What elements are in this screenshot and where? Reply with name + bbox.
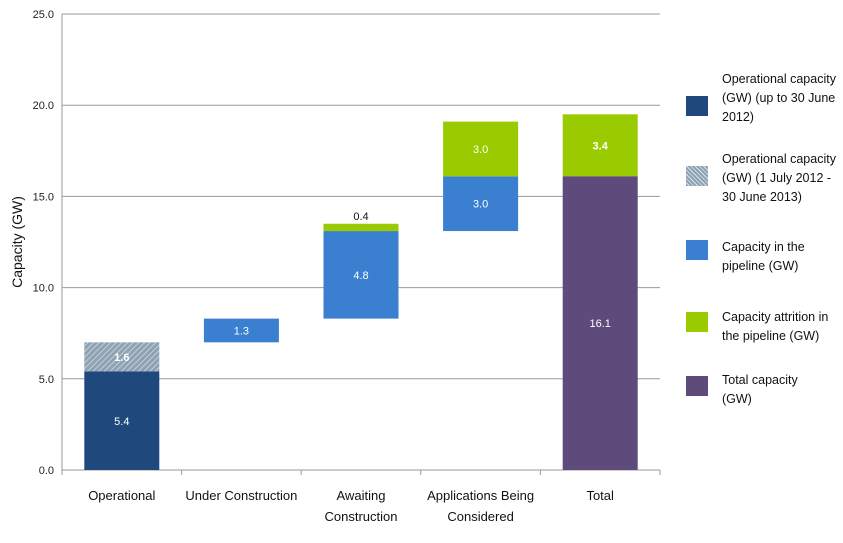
- x-category-label: Considered: [447, 509, 514, 524]
- bar-segment: [562, 114, 638, 177]
- bar-segment: [203, 318, 279, 343]
- bar-segment: [443, 121, 519, 177]
- x-category-label: Applications Being: [427, 488, 534, 503]
- legend-label-line: Operational capacity: [722, 72, 836, 86]
- x-category-label: Awaiting: [337, 488, 386, 503]
- y-tick-label: 5.0: [39, 374, 54, 386]
- legend-label-line: Total capacity: [722, 373, 798, 387]
- bars: [84, 114, 638, 470]
- y-tick-label: 0.0: [39, 465, 54, 477]
- x-category-label: Total: [586, 488, 614, 503]
- legend-swatch: [686, 240, 708, 260]
- legend-label-line: (GW) (up to 30 June: [722, 91, 836, 105]
- legend-label-line: Capacity attrition in: [722, 310, 829, 324]
- legend-label-line: Operational capacity: [722, 152, 836, 166]
- gridlines: [61, 13, 661, 475]
- legend-label-line: pipeline (GW): [722, 259, 799, 273]
- data-label: 5.4: [114, 416, 129, 428]
- data-label: 3.0: [473, 199, 488, 211]
- data-label: 3.0: [473, 144, 488, 156]
- bar-segment: [323, 223, 399, 232]
- data-label: 4.8: [353, 270, 368, 282]
- x-category-label: Under Construction: [185, 488, 297, 503]
- legend-label-line: 30 June 2013): [722, 190, 802, 204]
- legend-swatch: [686, 376, 708, 396]
- legend-label: Operational capacity (GW) (up to 30 June 2…: [722, 70, 842, 127]
- bar-segment: [323, 231, 399, 319]
- legend-swatch: [686, 312, 708, 332]
- x-category-label: Construction: [325, 509, 398, 524]
- bar-segment: [84, 342, 160, 372]
- data-label: 3.4: [593, 140, 609, 152]
- legend-label: Total capacity (GW): [722, 371, 842, 409]
- data-label: 1.3: [234, 325, 249, 337]
- y-axis-label: Capacity (GW): [9, 196, 25, 288]
- legend-label: Capacity attrition in the pipeline (GW): [722, 308, 842, 346]
- y-tick-label: 20.0: [33, 100, 54, 112]
- y-tick-labels: 0.0 5.0 10.0 15.0 20.0 25.0: [33, 9, 54, 477]
- legend-label-line: (GW) (1 July 2012 -: [722, 171, 832, 185]
- y-tick-label: 10.0: [33, 283, 54, 295]
- bar-segment: [84, 371, 160, 470]
- data-label: 16.1: [589, 318, 610, 330]
- bar-segment: [443, 176, 519, 232]
- data-label: 1.6: [114, 352, 129, 364]
- x-category-label: Operational: [88, 488, 155, 503]
- data-labels: 5.4 1.6 1.3 4.8 3.0 0.4 3.0 3.4 16.1: [114, 140, 611, 427]
- legend-swatch: [686, 96, 708, 116]
- data-label: 0.4: [353, 211, 368, 223]
- legend-swatch: [686, 166, 708, 186]
- legend-label-line: (GW): [722, 392, 752, 406]
- legend-label-line: the pipeline (GW): [722, 329, 820, 343]
- legend-label: Operational capacity (GW) (1 July 2012 - 3…: [722, 150, 842, 207]
- x-category-labels: Operational Under Construction Awaiting Con…: [88, 488, 614, 524]
- legend-label: Capacity in the pipeline (GW): [722, 238, 842, 276]
- legend-label-line: 2012): [722, 110, 754, 124]
- y-tick-label: 25.0: [33, 9, 54, 21]
- legend-label-line: Capacity in the: [722, 240, 805, 254]
- y-tick-label: 15.0: [33, 191, 54, 203]
- bar-segment: [562, 176, 638, 470]
